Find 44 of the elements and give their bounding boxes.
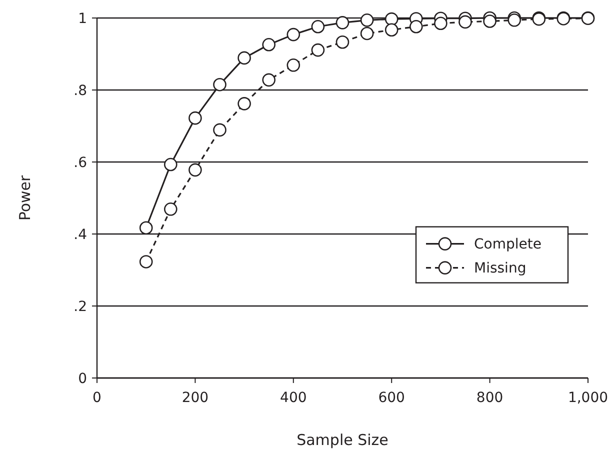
x-tick-label: 800 xyxy=(476,390,504,406)
y-tick-label: .2 xyxy=(74,298,87,315)
legend-label: Missing xyxy=(474,260,526,277)
point xyxy=(434,16,448,30)
x-tick-label: 400 xyxy=(280,390,307,406)
y-tick-label: 0 xyxy=(78,370,87,387)
point xyxy=(188,163,202,177)
y-tick-label: .4 xyxy=(74,226,88,243)
point xyxy=(508,14,521,27)
y-tick-label: .6 xyxy=(74,154,88,171)
point xyxy=(238,51,251,65)
point xyxy=(336,16,350,30)
point xyxy=(384,12,398,26)
y-tick-label: 1 xyxy=(78,10,87,27)
point xyxy=(164,202,178,216)
point xyxy=(410,20,423,34)
point xyxy=(483,14,496,28)
point xyxy=(336,35,350,49)
point xyxy=(311,20,325,34)
point xyxy=(458,15,472,29)
point xyxy=(286,28,300,42)
y-tick-label: .8 xyxy=(74,82,87,99)
y-axis-title: Power xyxy=(16,174,34,221)
point xyxy=(360,26,374,40)
point xyxy=(213,78,226,92)
point xyxy=(262,38,276,52)
point xyxy=(262,73,276,87)
point xyxy=(213,123,226,137)
point xyxy=(139,221,153,235)
point xyxy=(164,158,178,172)
x-axis-title: Sample Size xyxy=(296,431,388,449)
x-tick-label: 200 xyxy=(182,390,209,406)
point xyxy=(238,97,251,110)
legend-label: Complete xyxy=(474,236,542,253)
point xyxy=(384,23,398,37)
x-tick-label: 1,000 xyxy=(568,390,608,406)
x-tick-label: 600 xyxy=(378,390,405,406)
point xyxy=(581,12,595,26)
point xyxy=(360,14,374,27)
point xyxy=(188,111,202,125)
point xyxy=(139,255,153,268)
point xyxy=(311,43,325,57)
x-tick-label: 0 xyxy=(92,390,102,406)
point xyxy=(286,58,300,72)
